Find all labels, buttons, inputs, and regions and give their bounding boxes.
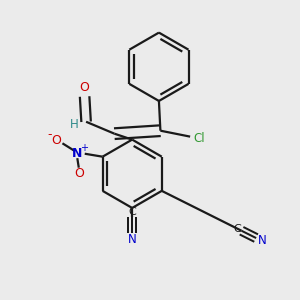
Text: O: O [52,134,61,147]
Text: N: N [128,233,136,246]
Text: H: H [70,118,79,131]
Text: O: O [74,167,84,179]
Text: N: N [72,147,83,160]
Text: O: O [80,80,89,94]
Text: Cl: Cl [193,132,205,145]
Text: -: - [48,128,52,142]
Text: C: C [234,224,242,234]
Text: +: + [80,143,88,153]
Text: C: C [128,207,136,218]
Text: N: N [258,235,266,248]
